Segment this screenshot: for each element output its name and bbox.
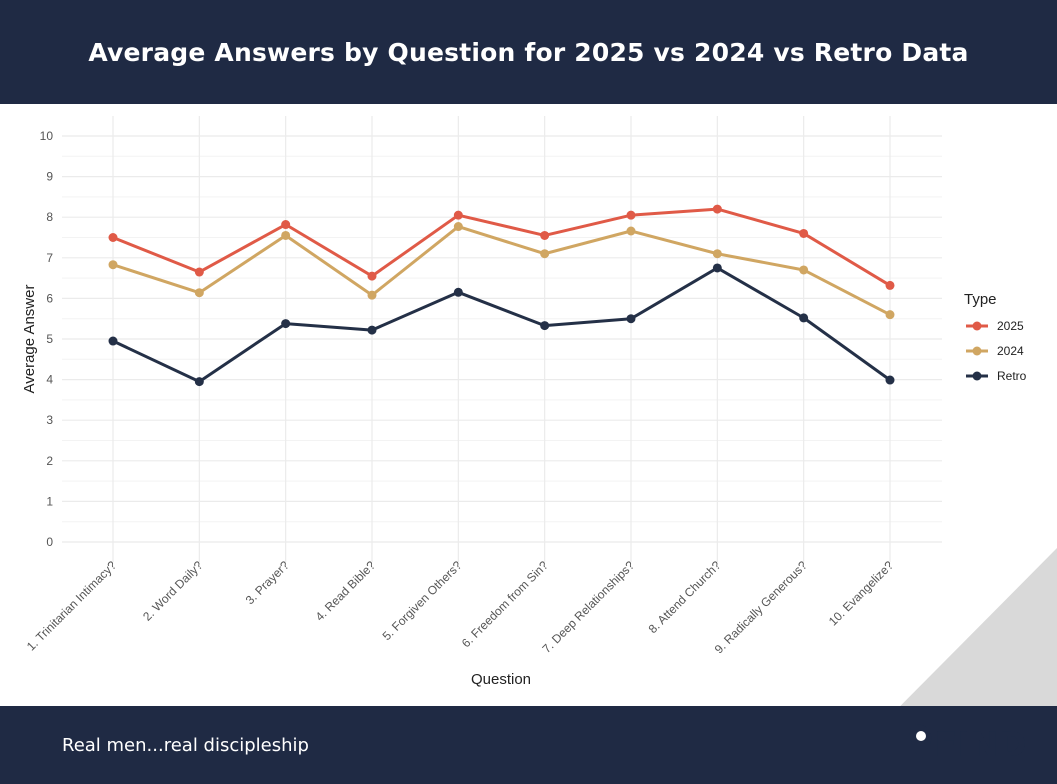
x-tick-label: 3. Prayer?: [243, 558, 292, 607]
data-point-2024: [367, 290, 377, 300]
header-bar: Average Answers by Question for 2025 vs …: [0, 0, 1057, 104]
compass-icon: [880, 724, 932, 762]
data-point-2025: [453, 210, 463, 220]
y-tick-label: 9: [46, 170, 53, 184]
data-point-2024: [540, 249, 550, 259]
data-point-2025: [885, 280, 895, 290]
y-tick-label: 5: [46, 332, 53, 346]
y-axis-title: Average Answer: [21, 285, 38, 394]
y-tick-label: 2: [46, 454, 53, 468]
logo-text: FIND: [934, 725, 1027, 765]
data-point-2024: [626, 226, 636, 236]
legend-label: 2025: [997, 319, 1024, 333]
data-point-retro: [367, 325, 377, 335]
x-tick-label: 1. Trinitarian Intimacy?: [24, 558, 119, 653]
data-point-retro: [626, 314, 636, 324]
y-tick-label: 1: [46, 494, 53, 508]
x-tick-label: 10. Evangelize?: [826, 558, 897, 629]
x-tick-label: 2. Word Daily?: [140, 558, 206, 624]
data-point-2024: [885, 310, 895, 320]
data-point-2025: [108, 233, 118, 242]
data-point-retro: [194, 377, 204, 387]
series-line-2024: [112, 225, 891, 316]
data-point-2025: [712, 204, 722, 214]
data-point-2025: [540, 230, 550, 240]
data-point-2024: [453, 222, 463, 232]
data-point-retro: [712, 263, 722, 273]
x-tick-label: 9. Radically Generous?: [712, 558, 810, 656]
data-point-2025: [367, 271, 377, 281]
data-point-2025: [194, 267, 204, 277]
footer-bar: Real men...real discipleship: [0, 706, 1057, 784]
y-tick-label: 10: [40, 129, 54, 143]
tagline: Real men...real discipleship: [62, 735, 309, 756]
data-point-retro: [885, 375, 895, 385]
y-tick-label: 4: [46, 373, 53, 387]
data-point-retro: [540, 321, 550, 331]
y-tick-label: 8: [46, 210, 53, 224]
data-point-2024: [799, 265, 809, 275]
series-line-2025: [112, 207, 891, 287]
legend-label: 2024: [997, 344, 1024, 358]
x-tick-label: 4. Read Bible?: [313, 558, 379, 624]
data-point-retro: [108, 336, 118, 346]
x-tick-label: 6. Freedom from Sin?: [459, 558, 551, 650]
data-point-2024: [108, 260, 118, 270]
find-logo: FIND: [880, 724, 1027, 765]
data-point-2024: [281, 230, 291, 240]
x-axis-title: Question: [471, 671, 531, 688]
y-tick-label: 7: [46, 251, 53, 265]
y-tick-label: 0: [46, 535, 53, 549]
data-point-2025: [281, 220, 291, 230]
line-chart: 0 1 2 3 4 5 6 7 8 9 10 1. Trinitarian Intimacy? 2. W…: [21, 116, 1027, 688]
x-tick-label: 7. Deep Relationships?: [539, 558, 637, 656]
data-point-2025: [626, 210, 636, 220]
legend-swatch-point: [972, 346, 982, 356]
y-tick-label: 3: [46, 413, 53, 427]
legend-swatch-point: [972, 321, 982, 331]
data-point-2024: [712, 249, 722, 259]
legend-swatch-point: [972, 371, 982, 381]
legend-title: Type: [964, 291, 997, 308]
page-title: Average Answers by Question for 2025 vs …: [88, 37, 969, 67]
data-point-retro: [453, 287, 463, 297]
data-point-retro: [281, 319, 291, 329]
series-line-retro: [112, 266, 891, 384]
x-tick-label: 5. Forgiven Others?: [380, 558, 465, 643]
legend-label: Retro: [997, 369, 1027, 383]
data-point-retro: [799, 313, 809, 323]
data-point-2025: [799, 228, 809, 238]
x-tick-label: 8. Attend Church?: [646, 558, 724, 636]
y-tick-label: 6: [46, 291, 53, 305]
data-point-2024: [194, 288, 204, 298]
